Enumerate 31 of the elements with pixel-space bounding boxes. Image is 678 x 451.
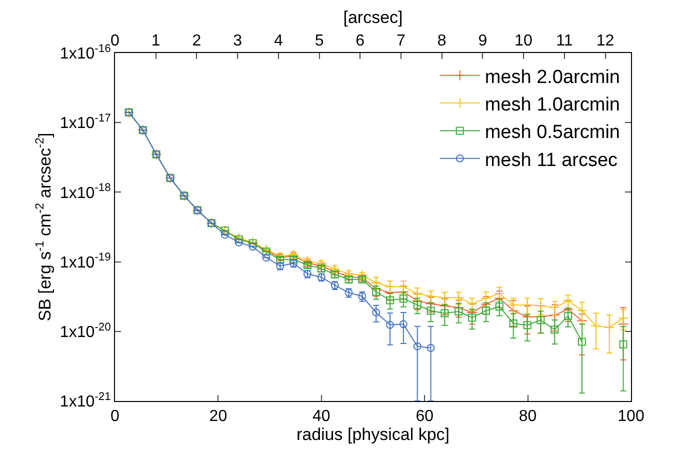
- x2-axis-title: [arcsec]: [343, 8, 403, 28]
- x2-tick-label: 10: [514, 32, 533, 50]
- legend-label: mesh 2.0arcmin: [484, 66, 620, 88]
- x2-tick-label: 11: [556, 32, 573, 50]
- x2-tick-label: 7: [396, 32, 406, 50]
- y-tick-label: 1x10$^{-21}$: [60, 390, 111, 411]
- x2-tick-label: 9: [478, 32, 488, 50]
- y-tick-label: 1x10$^{-16}$: [60, 42, 111, 63]
- legend-label: mesh 1.0arcmin: [484, 94, 620, 116]
- legend-label: mesh 11 arcsec: [484, 150, 618, 171]
- x2-tick-label: 2: [192, 32, 202, 50]
- y-tick-label: 1x10$^{-18}$: [60, 182, 111, 202]
- y-tick-label: 1x10$^{-20}$: [60, 321, 111, 341]
- x2-tick-label: 4: [274, 32, 283, 50]
- x2-tick-label: 0: [110, 32, 120, 50]
- x-tick-label: 60: [416, 408, 434, 426]
- x2-tick-label: 8: [437, 32, 446, 50]
- x2-tick-label: 5: [314, 32, 324, 50]
- x-tick-label: 20: [209, 408, 228, 426]
- x-tick-label: 100: [618, 408, 644, 426]
- x-tick-label: 80: [518, 408, 537, 426]
- x2-tick-label: 6: [356, 32, 365, 50]
- x-axis-title: radius [physical kpc]: [296, 425, 450, 444]
- x2-tick-label: 3: [233, 32, 242, 50]
- x-tick-label: 40: [312, 408, 330, 426]
- legend-label: mesh 0.5arcmin: [484, 122, 620, 144]
- y-tick-label: 1x10$^{-17}$: [60, 112, 111, 132]
- x2-tick-label: 12: [596, 32, 614, 50]
- y-tick-label: 1x10$^{-19}$: [60, 252, 111, 272]
- x-tick-label: 0: [110, 408, 120, 426]
- x2-tick-label: 1: [151, 32, 160, 50]
